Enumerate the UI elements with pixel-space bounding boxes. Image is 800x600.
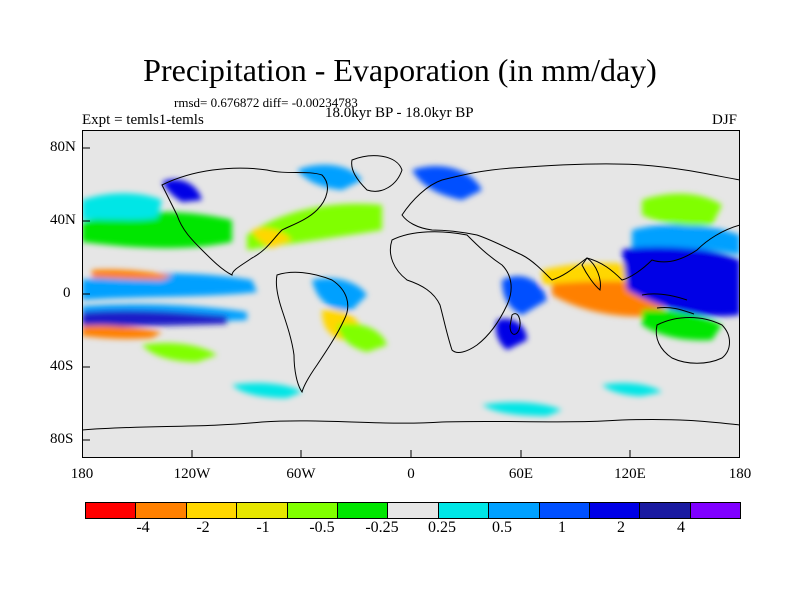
lat-label-40n: 40N <box>50 212 76 228</box>
coast-north-america <box>161 167 328 276</box>
colorbar-swatch <box>539 503 590 518</box>
field-south-pacific-green <box>142 343 217 362</box>
colorbar-swatch <box>489 503 540 518</box>
field-south-atlantic-green <box>337 323 387 352</box>
colorbar-swatch <box>337 503 389 518</box>
colorbar <box>85 502 741 519</box>
field-southern-ocean-2 <box>482 402 562 416</box>
lon-label-60e: 60E <box>508 466 534 482</box>
world-map <box>81 130 741 458</box>
field-madagascar <box>495 318 527 350</box>
colorbar-label: 0.5 <box>492 519 512 536</box>
field-amazon <box>312 278 367 311</box>
colorbar-label: -0.5 <box>309 519 335 536</box>
colorbar-swatch <box>589 503 641 518</box>
colorbar-label: 0.25 <box>428 519 456 536</box>
colorbar-label: -0.25 <box>365 519 399 536</box>
coast-antarctica <box>81 418 741 431</box>
field-southern-ocean-1 <box>232 382 302 398</box>
colorbar-swatch <box>237 503 288 518</box>
field-dry-south-pacific <box>82 325 162 339</box>
coast-greenland <box>351 155 403 192</box>
field-itcz-east-pacific <box>82 273 257 300</box>
colorbar-swatch <box>86 503 137 518</box>
field-north-pacific <box>82 211 232 249</box>
colorbar-swatch <box>287 503 338 518</box>
field-west-pacific-cyan <box>632 224 740 255</box>
colorbar-label: 2 <box>617 519 625 536</box>
field-gulf-stream <box>252 228 292 248</box>
lat-label-80s: 80S <box>50 431 74 447</box>
experiment-label: Expt = temls1-temls <box>82 112 204 128</box>
coast-africa <box>389 231 512 353</box>
field-north-pacific-low <box>162 179 202 202</box>
colorbar-swatch <box>690 503 741 518</box>
colorbar-label: -1 <box>256 519 270 536</box>
field-east-asia <box>642 193 722 226</box>
field-australia <box>642 309 722 341</box>
colorbar-swatch <box>136 503 187 518</box>
colorbar-label: -2 <box>196 519 210 536</box>
field-gulf-alaska <box>82 193 162 220</box>
lat-label-40s: 40S <box>50 358 74 374</box>
coast-indonesia <box>641 293 695 315</box>
field-southern-ocean-3 <box>602 382 662 396</box>
lon-label-0: 0 <box>407 466 415 482</box>
colorbar-swatch <box>640 503 691 518</box>
chart-title: Precipitation - Evaporation (in mm/day) <box>143 52 657 88</box>
lon-label-120e: 120E <box>614 466 646 482</box>
coast-eurasia <box>401 163 741 281</box>
colorbar-label: -4 <box>136 519 150 536</box>
map-panel <box>81 130 741 458</box>
lon-label-60w: 60W <box>286 466 316 482</box>
field-layer <box>82 164 740 416</box>
stats-text: rmsd= 0.676872 diff= -0.00234783 <box>174 95 358 110</box>
field-west-pacific <box>622 245 740 317</box>
coast-south-america <box>275 271 349 394</box>
colorbar-swatch <box>438 503 490 518</box>
field-east-africa <box>502 276 547 315</box>
coast-australia <box>655 317 730 364</box>
field-spcz <box>82 310 227 328</box>
colorbar-label: 4 <box>677 519 685 536</box>
field-labrador <box>297 164 362 190</box>
lon-label-180w: 180 <box>70 466 94 482</box>
lat-label-0: 0 <box>63 285 71 301</box>
lat-label-80n: 80N <box>50 139 76 155</box>
coast-india <box>581 257 601 291</box>
coast-madagascar <box>509 313 521 335</box>
tick-marks <box>82 147 631 458</box>
period-label: 18.0kyr BP - 18.0kyr BP <box>325 105 474 121</box>
lon-label-120w: 120W <box>173 466 211 482</box>
field-dry-north-pacific <box>92 269 172 280</box>
colorbar-swatch <box>186 503 238 518</box>
colorbar-label: 1 <box>558 519 566 536</box>
lon-label-180e: 180 <box>728 466 752 482</box>
season-label: DJF <box>712 112 738 128</box>
coastlines <box>81 155 741 431</box>
colorbar-swatch <box>388 503 439 518</box>
